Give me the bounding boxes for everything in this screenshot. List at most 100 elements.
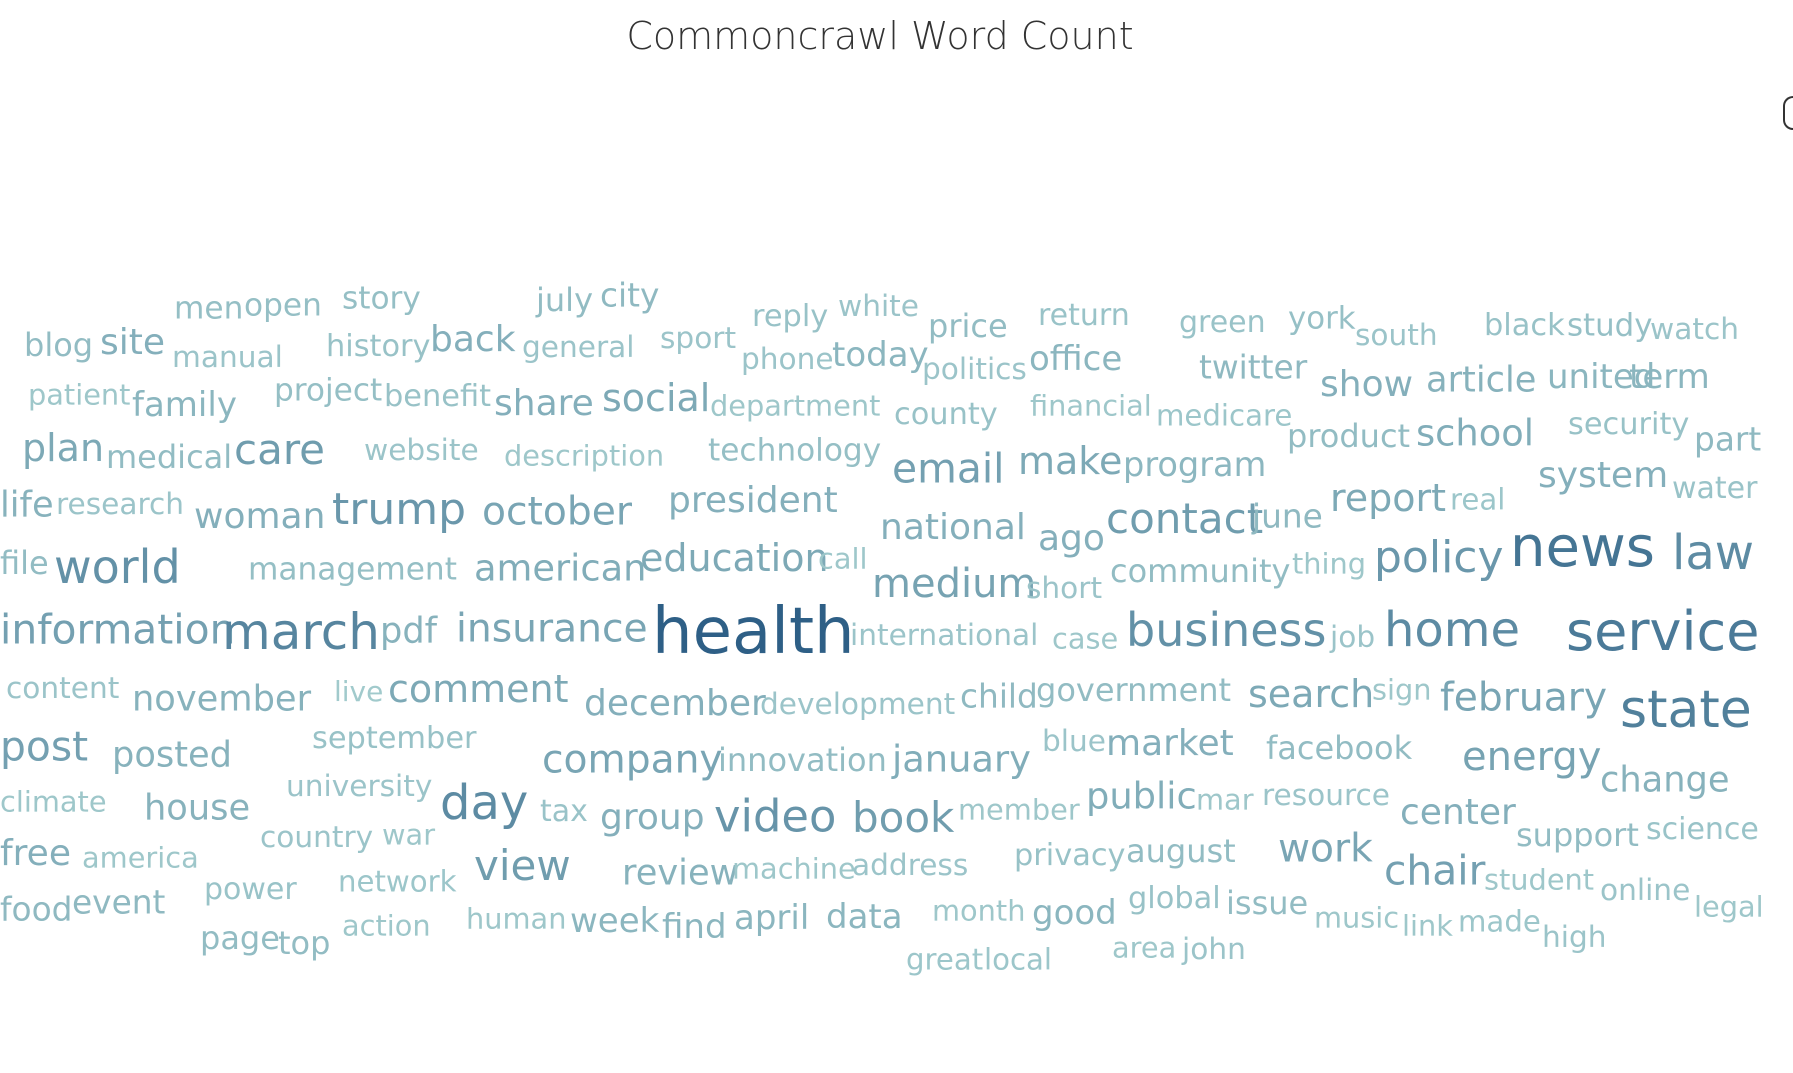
word-content[interactable]: content xyxy=(6,671,120,706)
word-manual[interactable]: manual xyxy=(172,340,283,375)
word-security[interactable]: security xyxy=(1568,406,1690,442)
word-real[interactable]: real xyxy=(1450,482,1506,517)
word-privacy[interactable]: privacy xyxy=(1014,837,1126,873)
word-department[interactable]: department xyxy=(710,388,881,423)
word-posted[interactable]: posted xyxy=(112,734,232,776)
word-office[interactable]: office xyxy=(1029,339,1123,379)
word-green[interactable]: green xyxy=(1179,305,1266,340)
word-study[interactable]: study xyxy=(1567,307,1653,344)
word-comment[interactable]: comment xyxy=(388,667,569,711)
word-sport[interactable]: sport xyxy=(660,321,737,356)
word-december[interactable]: december xyxy=(584,683,766,724)
word-house[interactable]: house xyxy=(144,787,251,829)
word-care[interactable]: care xyxy=(234,425,326,474)
word-story[interactable]: story xyxy=(342,280,421,317)
word-chair[interactable]: chair xyxy=(1384,846,1486,895)
word-month[interactable]: month xyxy=(932,893,1026,928)
word-top[interactable]: top xyxy=(278,924,331,962)
word-support[interactable]: support xyxy=(1516,816,1639,854)
word-company[interactable]: company xyxy=(542,737,723,783)
word-information[interactable]: information xyxy=(0,605,236,654)
word-technology[interactable]: technology xyxy=(708,432,882,469)
word-john[interactable]: john xyxy=(1182,932,1246,967)
word-program[interactable]: program xyxy=(1123,445,1267,485)
word-event[interactable]: event xyxy=(72,883,166,922)
word-national[interactable]: national xyxy=(880,507,1026,548)
word-page[interactable]: page xyxy=(200,919,280,957)
word-july[interactable]: july xyxy=(536,281,593,319)
word-energy[interactable]: energy xyxy=(1462,734,1602,780)
word-tax[interactable]: tax xyxy=(540,794,588,829)
word-service[interactable]: service xyxy=(1566,600,1760,663)
word-health[interactable]: health xyxy=(652,595,855,669)
word-short[interactable]: short xyxy=(1026,571,1103,606)
word-today[interactable]: today xyxy=(832,335,929,375)
word-ago[interactable]: ago xyxy=(1038,518,1105,559)
word-state[interactable]: state xyxy=(1620,680,1752,740)
word-issue[interactable]: issue xyxy=(1226,884,1309,922)
word-home[interactable]: home xyxy=(1384,602,1521,658)
word-human[interactable]: human xyxy=(466,901,567,936)
word-case[interactable]: case xyxy=(1052,621,1119,656)
word-business[interactable]: business xyxy=(1126,603,1327,657)
word-water[interactable]: water xyxy=(1672,471,1758,506)
word-march[interactable]: march xyxy=(222,603,380,661)
word-research[interactable]: research xyxy=(56,487,185,522)
word-president[interactable]: president xyxy=(668,480,838,521)
word-american[interactable]: american xyxy=(474,546,647,590)
word-search[interactable]: search xyxy=(1248,672,1375,716)
word-management[interactable]: management xyxy=(248,551,457,588)
word-government[interactable]: government xyxy=(1036,671,1232,709)
word-work[interactable]: work xyxy=(1278,826,1373,872)
word-book[interactable]: book xyxy=(852,793,955,842)
word-september[interactable]: september xyxy=(312,720,477,756)
word-food[interactable]: food xyxy=(0,890,73,929)
word-white[interactable]: white xyxy=(838,289,919,324)
word-medicare[interactable]: medicare xyxy=(1156,398,1293,433)
word-student[interactable]: student xyxy=(1484,862,1595,897)
word-world[interactable]: world xyxy=(54,540,181,594)
word-february[interactable]: february xyxy=(1440,675,1608,721)
word-part[interactable]: part xyxy=(1694,420,1762,459)
word-reply[interactable]: reply xyxy=(752,298,829,334)
word-price[interactable]: price xyxy=(928,307,1008,345)
word-country[interactable]: country xyxy=(260,820,374,855)
word-group[interactable]: group xyxy=(600,797,705,838)
word-post[interactable]: post xyxy=(0,722,89,771)
word-area[interactable]: area xyxy=(1112,930,1177,965)
word-contact[interactable]: contact xyxy=(1106,494,1264,543)
word-city[interactable]: city xyxy=(600,276,660,315)
word-june[interactable]: june xyxy=(1252,497,1323,536)
word-made[interactable]: made xyxy=(1458,904,1541,939)
word-york[interactable]: york xyxy=(1288,300,1356,337)
word-local[interactable]: local xyxy=(984,942,1053,977)
word-machine[interactable]: machine xyxy=(732,851,856,886)
word-network[interactable]: network xyxy=(338,864,457,899)
word-free[interactable]: free xyxy=(0,833,71,874)
word-public[interactable]: public xyxy=(1086,774,1197,818)
word-market[interactable]: market xyxy=(1106,723,1234,764)
word-law[interactable]: law xyxy=(1672,525,1755,581)
word-international[interactable]: international xyxy=(850,618,1039,653)
word-email[interactable]: email xyxy=(892,444,1005,493)
word-call[interactable]: call xyxy=(818,541,868,576)
word-good[interactable]: good xyxy=(1032,893,1117,933)
word-black[interactable]: black xyxy=(1484,307,1565,343)
word-county[interactable]: county xyxy=(894,396,998,432)
word-sign[interactable]: sign xyxy=(1372,672,1432,707)
word-twitter[interactable]: twitter xyxy=(1199,348,1308,387)
word-power[interactable]: power xyxy=(204,872,297,907)
word-report[interactable]: report xyxy=(1330,476,1447,520)
word-phone[interactable]: phone xyxy=(741,342,834,377)
word-insurance[interactable]: insurance xyxy=(456,606,648,652)
word-school[interactable]: school xyxy=(1416,411,1534,455)
word-high[interactable]: high xyxy=(1542,920,1607,955)
word-change[interactable]: change xyxy=(1600,759,1730,801)
word-united[interactable]: united xyxy=(1547,357,1656,397)
word-innovation[interactable]: innovation xyxy=(718,741,887,779)
word-war[interactable]: war xyxy=(382,817,436,852)
word-education[interactable]: education xyxy=(640,536,829,580)
word-back[interactable]: back xyxy=(430,319,516,360)
word-history[interactable]: history xyxy=(326,328,431,364)
word-term[interactable]: term xyxy=(1629,357,1710,397)
